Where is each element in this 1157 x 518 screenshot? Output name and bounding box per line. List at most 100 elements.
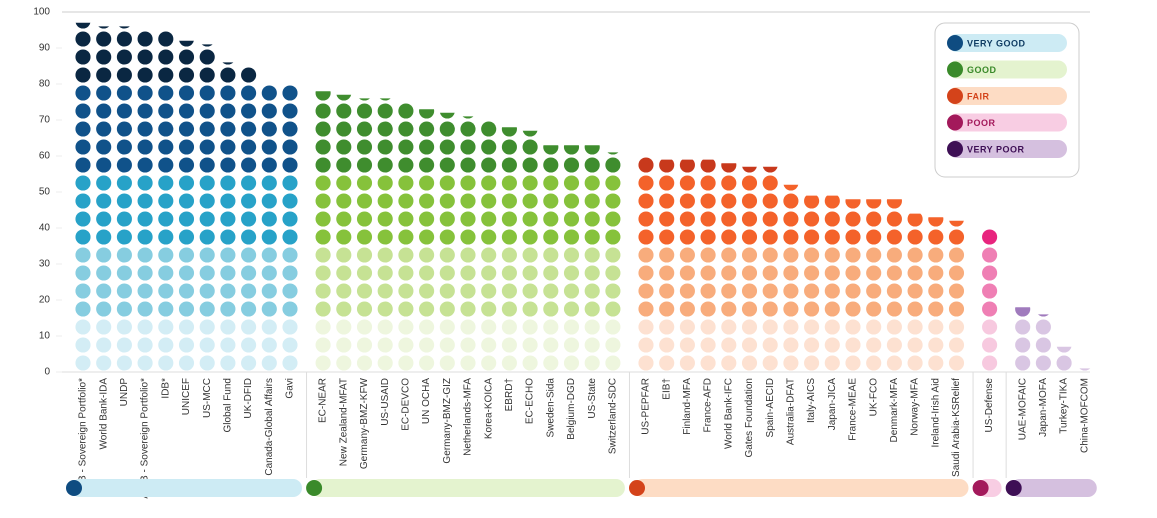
dot	[721, 247, 737, 263]
dot	[261, 247, 277, 263]
group-dot	[1005, 480, 1022, 496]
dot	[315, 139, 331, 155]
dot-column	[241, 67, 257, 371]
dot	[522, 229, 538, 245]
dot	[866, 301, 882, 317]
dot	[584, 229, 600, 245]
dot	[481, 139, 497, 155]
y-tick-label: 70	[39, 115, 51, 126]
dot	[659, 247, 675, 263]
dot	[398, 355, 414, 371]
dot	[75, 319, 91, 335]
dot-column	[824, 195, 840, 371]
x-tick-label: Sweden-Sida	[545, 378, 556, 438]
dot	[356, 229, 373, 245]
dot	[762, 193, 778, 209]
dot	[949, 220, 964, 227]
dot	[398, 157, 414, 173]
dot	[356, 193, 373, 209]
dot	[481, 265, 497, 281]
dot	[419, 283, 435, 299]
dot	[220, 355, 236, 371]
dot	[158, 121, 174, 137]
dot	[563, 175, 580, 191]
dot	[1035, 319, 1051, 335]
dot	[199, 229, 215, 245]
dot	[721, 175, 737, 191]
dot	[1056, 346, 1072, 353]
dot	[199, 85, 215, 101]
x-tick-label: EIB†	[661, 378, 672, 400]
dot	[563, 157, 580, 173]
dot	[907, 355, 923, 371]
dot	[96, 103, 112, 119]
dot	[605, 247, 621, 263]
dot	[741, 265, 758, 281]
dot	[907, 213, 923, 227]
x-tick-label: Global Fund	[223, 378, 234, 432]
dot	[460, 193, 476, 209]
legend-label: FAIR	[967, 91, 990, 101]
y-tick-label: 80	[39, 79, 51, 90]
dot	[741, 283, 758, 299]
dot	[928, 283, 944, 299]
dot	[439, 337, 455, 353]
dot	[928, 265, 944, 281]
x-tick-label: Italy-AICS	[806, 378, 817, 423]
dot	[241, 211, 257, 227]
x-tick-label: Germany-BMZ-GIZ	[442, 378, 453, 464]
dot	[336, 247, 352, 263]
dot	[762, 211, 778, 227]
dot	[379, 98, 391, 101]
dot	[96, 193, 112, 209]
dot	[336, 319, 352, 335]
x-tick-label: EBRD†	[504, 378, 515, 411]
dot	[178, 139, 195, 155]
dot	[336, 94, 352, 101]
dot	[356, 319, 373, 335]
dot	[377, 283, 393, 299]
dot	[75, 121, 91, 137]
dot	[563, 247, 580, 263]
dot	[522, 283, 538, 299]
dot	[638, 247, 654, 263]
dot	[178, 103, 195, 119]
dot	[522, 247, 538, 263]
dot	[336, 103, 352, 119]
dot-column	[700, 159, 716, 371]
x-tick-label: UNDP	[119, 378, 130, 407]
dot	[220, 301, 236, 317]
dot	[584, 193, 600, 209]
dot	[75, 157, 91, 173]
dot	[522, 193, 538, 209]
dot	[199, 355, 215, 371]
dot	[543, 229, 559, 245]
dot	[501, 283, 517, 299]
dot	[356, 355, 373, 371]
dot	[948, 229, 965, 245]
dot	[158, 247, 174, 263]
dot	[638, 319, 654, 335]
dot	[336, 301, 352, 317]
dot	[563, 265, 580, 281]
dot	[356, 175, 373, 191]
dot	[824, 247, 840, 263]
dot	[158, 103, 174, 119]
dot	[398, 283, 414, 299]
dot	[563, 283, 580, 299]
dot	[315, 265, 331, 281]
dot	[824, 195, 840, 209]
dot-column	[481, 121, 497, 371]
dot	[886, 337, 902, 353]
group-dot	[629, 480, 645, 496]
dot	[98, 26, 109, 29]
dot	[439, 229, 455, 245]
dot	[928, 319, 944, 335]
dot-column	[75, 22, 91, 371]
dot	[178, 49, 195, 65]
dot	[522, 355, 538, 371]
x-tick-label: UK-FCO	[868, 378, 879, 417]
dot	[336, 229, 352, 245]
dot	[199, 283, 215, 299]
dot	[199, 301, 215, 317]
